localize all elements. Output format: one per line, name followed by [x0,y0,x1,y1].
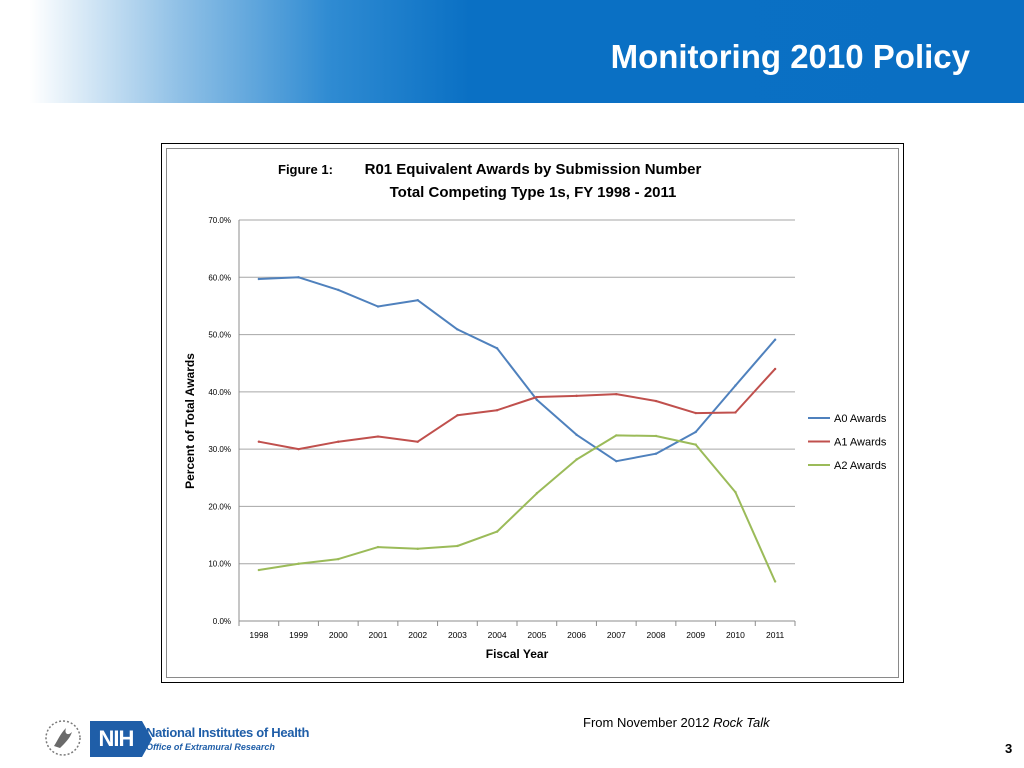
x-tick-label: 2006 [567,630,586,640]
y-tick-label: 30.0% [208,445,231,454]
x-tick-label: 2007 [607,630,626,640]
data-point [376,545,380,549]
data-point [654,452,658,455]
hhs-eagle-logo-icon [45,720,81,756]
data-point [297,276,300,279]
y-tick-label: 40.0% [208,388,231,397]
data-point [337,440,340,443]
x-tick-label: 2009 [686,630,705,640]
data-point [456,414,459,417]
data-point [257,277,261,281]
y-tick-label: 60.0% [208,273,231,282]
legend-entry: A2 Awards [834,460,887,472]
series-line-a0-awards [258,276,776,463]
figure-frame [161,143,904,683]
x-tick-label: 2010 [726,630,745,640]
data-point [376,435,380,438]
data-point [654,434,658,438]
y-tick-label: 20.0% [208,502,231,511]
slide-title: Monitoring 2010 Policy [610,38,970,75]
data-point [535,395,539,399]
y-axis-label: Percent of Total Awards [183,353,197,489]
data-point [416,299,419,302]
page-number: 3 [1005,741,1013,756]
x-tick-label: 2000 [329,630,348,640]
data-point [615,434,618,437]
data-point [694,430,697,434]
x-tick-label: 2005 [527,630,546,640]
org-name: National Institutes of Health [146,725,310,740]
data-point [495,408,499,412]
data-point [495,530,499,533]
caption-source-title: Rock Talk [713,715,770,730]
header-bar [0,0,1024,103]
data-point [734,384,737,387]
data-point [654,399,658,403]
data-point [535,492,539,495]
data-point [337,557,340,561]
legend-entry: A1 Awards [834,437,887,449]
y-tick-label: 0.0% [213,617,231,626]
data-point [416,440,419,443]
x-axis-label: Fiscal Year [486,647,549,661]
nih-logo: NIH [90,721,152,757]
data-point [575,433,578,437]
data-point [575,458,578,461]
caption-text: From November 2012 [583,715,714,730]
y-tick-label: 70.0% [208,216,231,225]
data-point [694,411,697,415]
series-line-a2-awards [258,434,777,582]
data-point [615,459,618,463]
data-point [297,447,300,451]
chart-subtitle: Total Competing Type 1s, FY 1998 - 2011 [390,184,677,201]
x-tick-label: 1999 [289,630,308,640]
chart-title: R01 Equivalent Awards by Submission Numb… [365,161,702,178]
x-tick-label: 2003 [448,630,467,640]
data-point [257,568,261,572]
figure-inner-border [166,148,899,678]
data-point [416,547,419,551]
data-point [297,562,300,565]
data-point [734,490,737,494]
data-point [535,398,539,402]
data-point [575,394,578,398]
data-point [495,347,499,350]
source-caption: From November 2012 Rock Talk [583,715,770,730]
data-point [257,440,261,443]
data-point [615,392,618,396]
x-tick-label: 2008 [647,630,666,640]
legend-entry: A0 Awards [834,413,887,425]
figure-label: Figure 1: [278,162,333,177]
y-tick-label: 50.0% [208,331,231,340]
data-point [734,411,737,414]
data-point [376,305,380,308]
data-point [456,544,459,548]
org-subname: Office of Extramural Research [146,742,275,752]
y-tick-label: 10.0% [208,560,231,569]
data-point [773,580,777,583]
data-point [773,338,777,341]
x-tick-label: 2004 [488,630,507,640]
x-tick-label: 1998 [249,630,268,640]
data-point [773,367,777,371]
x-tick-label: 2011 [766,630,785,640]
data-point [337,288,340,292]
x-tick-label: 2002 [408,630,427,640]
data-point [456,328,459,331]
x-tick-label: 2001 [369,630,388,640]
series-line-a1-awards [258,368,776,451]
data-point [694,443,697,446]
